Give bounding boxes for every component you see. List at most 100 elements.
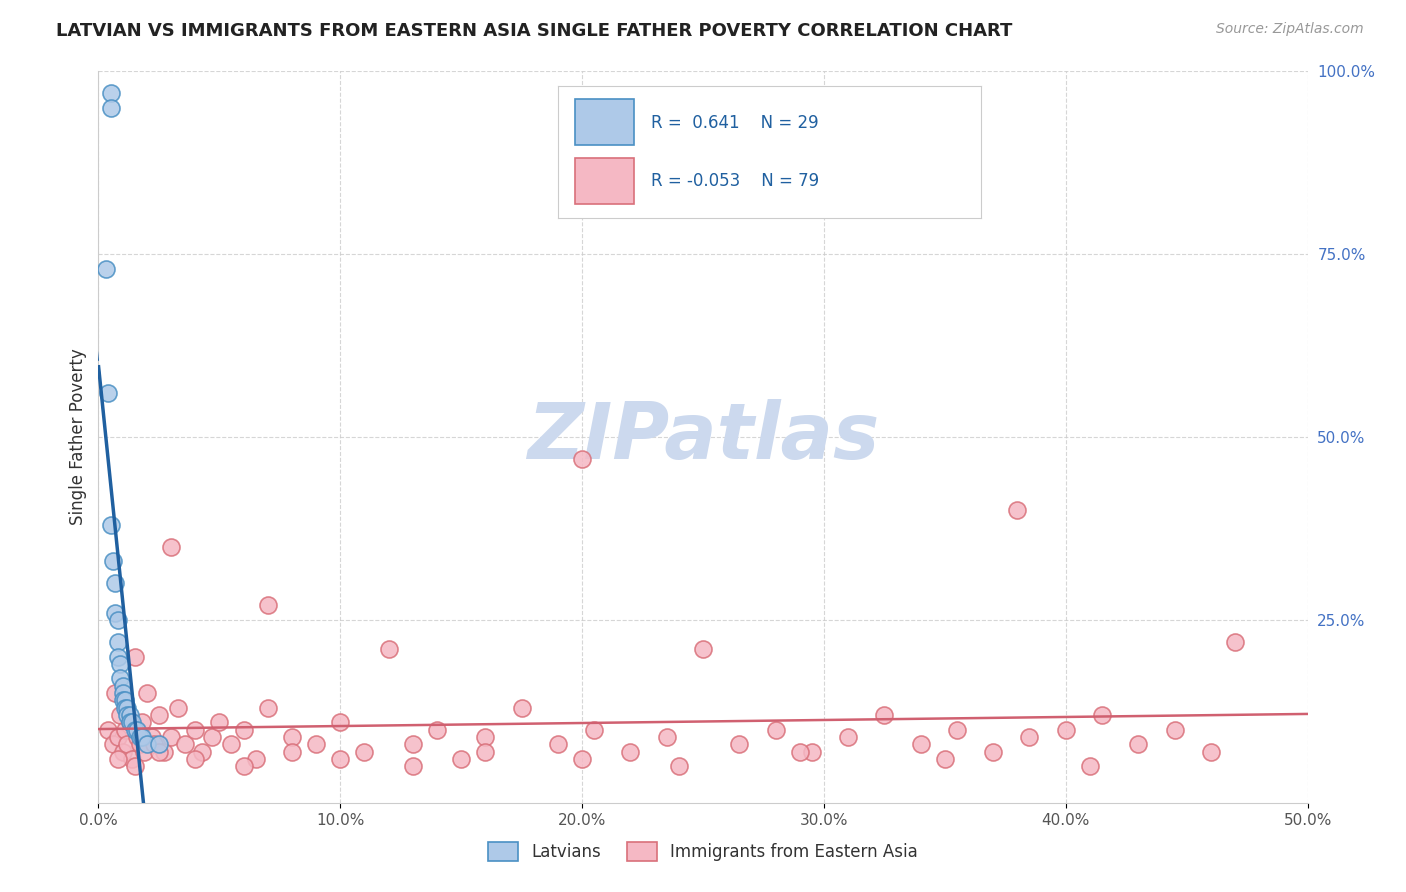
Point: [108, 672, 131, 686]
Point: [134, 745, 156, 759]
Point: [97, 723, 120, 737]
Point: [583, 723, 606, 737]
Point: [934, 752, 956, 766]
Point: [118, 715, 141, 730]
Text: ZIPatlas: ZIPatlas: [527, 399, 879, 475]
Point: [765, 723, 787, 737]
Point: [104, 606, 127, 620]
Point: [305, 737, 328, 751]
Point: [1199, 745, 1222, 759]
Point: [1054, 723, 1077, 737]
Y-axis label: Single Father Poverty: Single Father Poverty: [69, 349, 87, 525]
Point: [728, 737, 751, 751]
Point: [148, 708, 170, 723]
Point: [127, 723, 149, 737]
Point: [107, 752, 129, 766]
Point: [191, 745, 214, 759]
Point: [474, 730, 496, 744]
Point: [143, 737, 166, 751]
Point: [135, 686, 157, 700]
Point: [184, 723, 207, 737]
Point: [571, 752, 593, 766]
Point: [873, 708, 896, 723]
Point: [124, 759, 146, 773]
Point: [131, 715, 153, 730]
Point: [104, 576, 127, 591]
Text: LATVIAN VS IMMIGRANTS FROM EASTERN ASIA SINGLE FATHER POVERTY CORRELATION CHART: LATVIAN VS IMMIGRANTS FROM EASTERN ASIA …: [56, 22, 1012, 40]
Point: [426, 723, 449, 737]
Point: [104, 686, 127, 700]
Point: [245, 752, 267, 766]
Point: [1078, 759, 1101, 773]
Text: Source: ZipAtlas.com: Source: ZipAtlas.com: [1216, 22, 1364, 37]
Point: [160, 540, 183, 554]
Point: [910, 737, 932, 751]
Point: [208, 715, 231, 730]
Point: [108, 708, 131, 723]
Point: [655, 730, 678, 744]
Point: [100, 87, 122, 101]
Point: [329, 715, 352, 730]
Point: [111, 679, 134, 693]
Point: [160, 730, 183, 744]
Point: [128, 737, 150, 751]
Point: [114, 700, 136, 714]
Point: [329, 752, 352, 766]
Point: [101, 737, 124, 751]
Point: [148, 745, 170, 759]
Point: [114, 693, 136, 707]
Point: [111, 693, 134, 707]
Point: [184, 752, 207, 766]
Legend: Latvians, Immigrants from Eastern Asia: Latvians, Immigrants from Eastern Asia: [482, 835, 924, 868]
Point: [117, 708, 139, 723]
Point: [377, 642, 399, 657]
Point: [107, 649, 129, 664]
Point: [256, 599, 278, 613]
Point: [111, 745, 134, 759]
Point: [1091, 708, 1114, 723]
Point: [167, 700, 190, 714]
Point: [174, 737, 197, 751]
Point: [94, 261, 117, 276]
Point: [107, 730, 129, 744]
Point: [281, 745, 304, 759]
Point: [450, 752, 472, 766]
Point: [800, 745, 823, 759]
Point: [101, 554, 124, 568]
Point: [141, 730, 163, 744]
Point: [232, 723, 254, 737]
Point: [692, 642, 714, 657]
Point: [121, 715, 143, 730]
Point: [124, 723, 146, 737]
Point: [107, 613, 129, 627]
Point: [571, 452, 593, 467]
Point: [1223, 635, 1246, 649]
Point: [114, 723, 136, 737]
Point: [353, 745, 375, 759]
Point: [201, 730, 224, 744]
Point: [117, 700, 139, 714]
Point: [108, 657, 131, 671]
Point: [1007, 503, 1029, 517]
Point: [619, 745, 641, 759]
Point: [100, 517, 122, 532]
Point: [946, 723, 969, 737]
Point: [510, 700, 533, 714]
Point: [789, 745, 811, 759]
Point: [402, 759, 425, 773]
Point: [256, 700, 278, 714]
Point: [281, 730, 304, 744]
Point: [118, 715, 141, 730]
Point: [131, 730, 153, 744]
Point: [152, 745, 174, 759]
Point: [668, 759, 690, 773]
Point: [97, 386, 120, 401]
Point: [117, 737, 139, 751]
Point: [100, 101, 122, 115]
Point: [837, 730, 859, 744]
Point: [135, 737, 157, 751]
Point: [547, 737, 569, 751]
Point: [127, 730, 149, 744]
Point: [1018, 730, 1040, 744]
Point: [128, 730, 150, 744]
